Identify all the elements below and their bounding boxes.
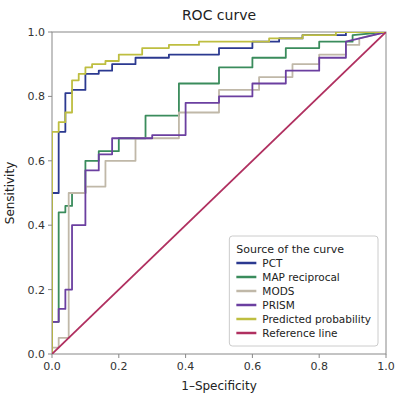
x-tick-label: 0.6 [244, 360, 262, 373]
legend-label: Predicted probability [262, 313, 371, 325]
legend-swatch [236, 332, 256, 335]
legend-label: Reference line [262, 327, 337, 339]
legend-swatch [236, 276, 256, 279]
y-tick-label: 0.0 [28, 348, 46, 361]
legend-title: Source of the curve [236, 243, 344, 256]
x-tick [386, 354, 387, 358]
legend-label: PRISM [262, 299, 294, 311]
y-tick [48, 225, 52, 226]
y-axis-label: Sensitivity [3, 162, 17, 224]
legend-box [229, 236, 378, 346]
lines [52, 32, 386, 354]
y-tick-label: 0.4 [28, 219, 46, 232]
x-tick [118, 354, 119, 358]
x-tick-label: 0.4 [177, 360, 195, 373]
y-tick [48, 160, 52, 161]
y-tick-label: 0.6 [28, 155, 46, 168]
y-tick-label: 1.0 [28, 26, 46, 39]
y-tick [48, 32, 52, 33]
axes: 0.0 0.2 0.4 0.6 0.8 1.0 0.0 0.2 0.4 0.6 0.8 1.0 [28, 26, 395, 373]
plot-frame [52, 32, 386, 354]
x-tick [252, 354, 253, 358]
legend-swatch [236, 318, 256, 321]
series-line [52, 32, 386, 354]
legend-swatch [236, 262, 256, 265]
series-line [52, 32, 386, 354]
legend-label: PCT [262, 257, 283, 269]
legend-swatch [236, 290, 256, 293]
x-tick-label: 1.0 [377, 360, 395, 373]
legend-label: MAP reciprocal [262, 271, 339, 283]
y-tick-label: 0.2 [28, 284, 46, 297]
series-line [52, 32, 386, 354]
legend-swatch [236, 304, 256, 307]
y-tick [48, 96, 52, 97]
x-tick [319, 354, 320, 358]
x-tick [185, 354, 186, 358]
series-line [52, 32, 386, 354]
x-tick-label: 0.8 [310, 360, 328, 373]
legend-label: MODS [262, 285, 294, 297]
series-line [52, 32, 386, 354]
y-tick [48, 289, 52, 290]
y-tick [48, 354, 52, 355]
series-line [52, 32, 386, 354]
title: ROC curve [182, 7, 256, 23]
x-tick-label: 0.0 [43, 360, 61, 373]
chart: 0.0 0.2 0.4 0.6 0.8 1.0 0.0 0.2 0.4 0.6 0.8 1.0 ROC … [0, 0, 400, 400]
legend: Source of the curvePCT MAP reciprocal MODS… [229, 236, 378, 346]
x-tick-label: 0.2 [110, 360, 128, 373]
y-tick-label: 0.8 [28, 90, 46, 103]
x-axis-label: 1–Specificity [181, 379, 256, 393]
x-tick [52, 354, 53, 358]
